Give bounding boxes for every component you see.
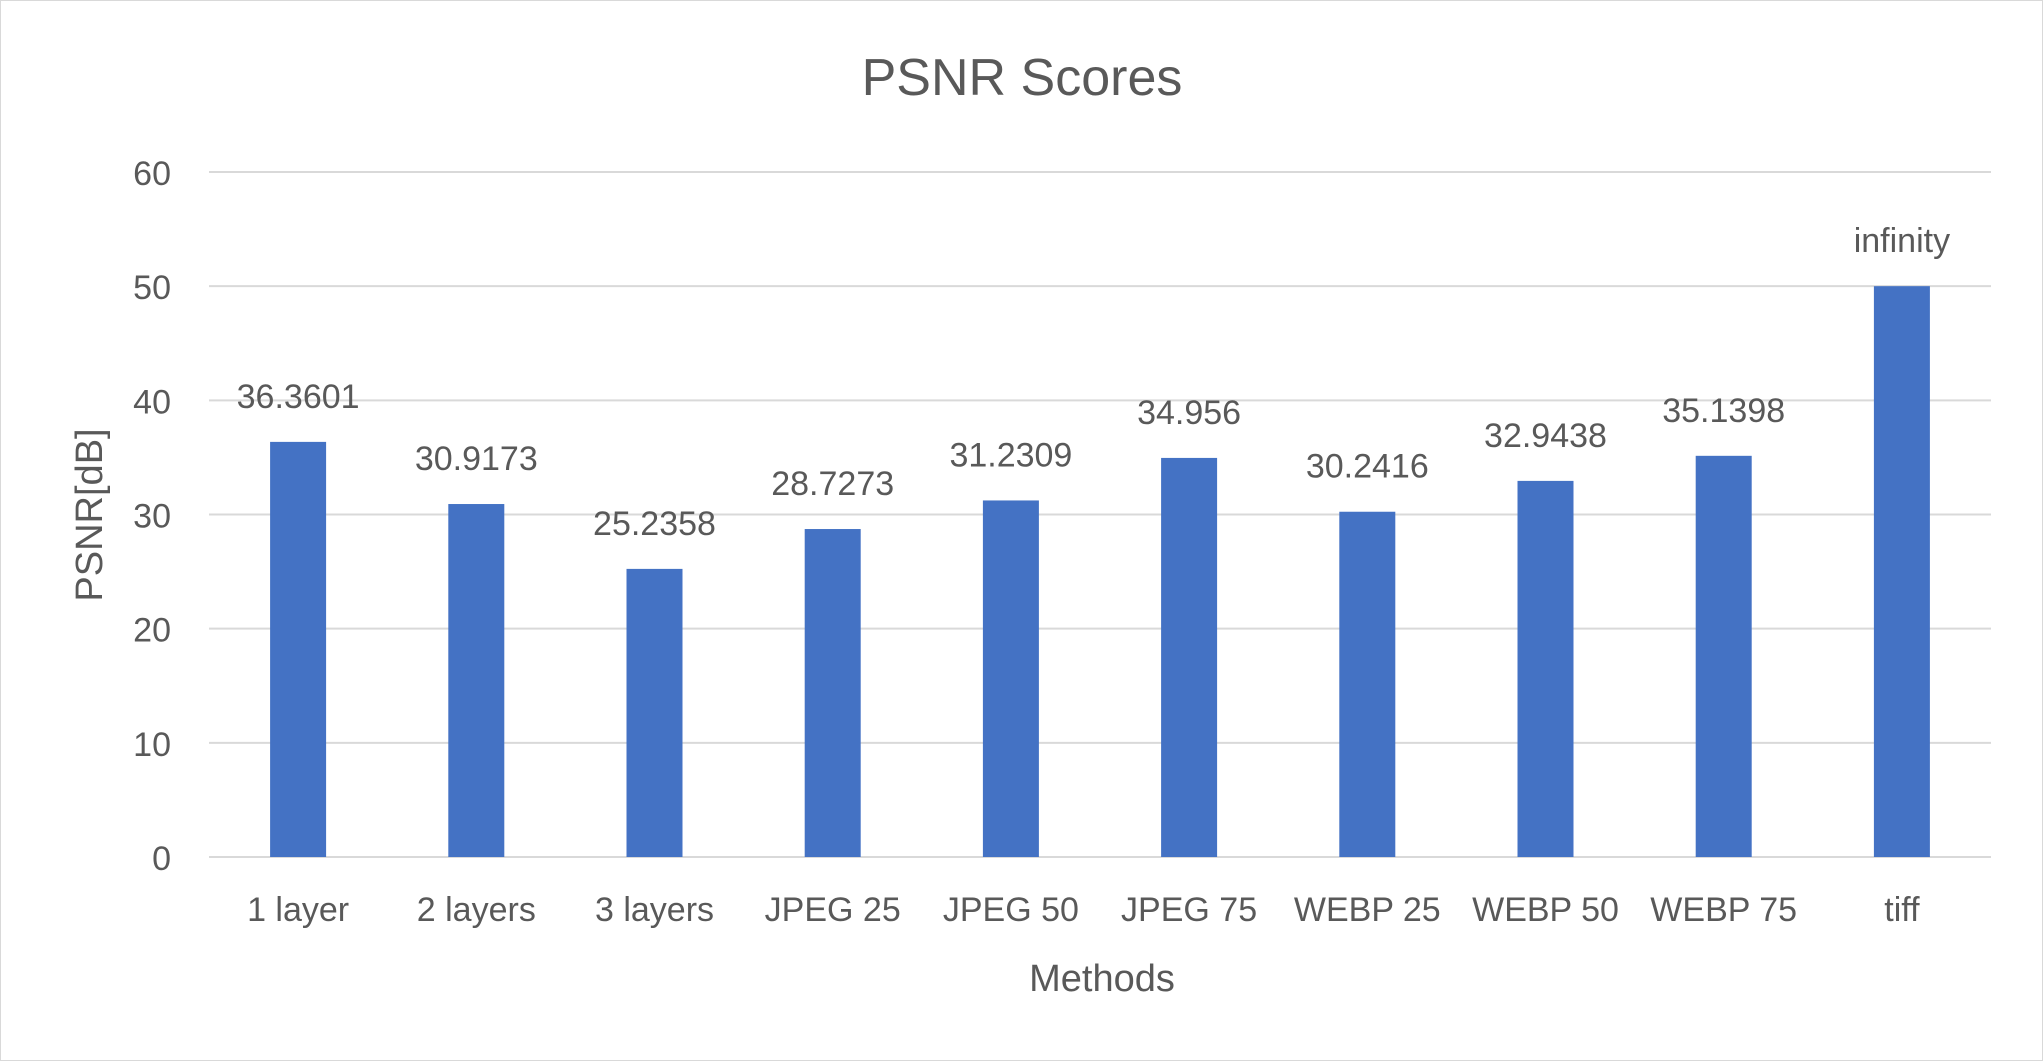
y-tick-label: 0 (152, 840, 171, 878)
data-label: 28.7273 (771, 465, 894, 503)
chart-title: PSNR Scores (862, 49, 1183, 107)
x-tick-label: WEBP 75 (1650, 891, 1797, 929)
bar (1339, 511, 1396, 857)
data-label: 30.9173 (415, 440, 538, 478)
y-tick-label: 50 (133, 269, 171, 307)
bar (982, 500, 1039, 857)
y-tick-label: 30 (133, 498, 171, 536)
data-label: 30.2416 (1306, 448, 1429, 486)
bar (448, 504, 505, 857)
bar (804, 529, 861, 857)
x-tick-label: WEBP 25 (1294, 891, 1441, 929)
bar (1517, 480, 1574, 857)
bar (1161, 457, 1218, 857)
data-label: 36.3601 (237, 378, 360, 416)
x-axis-label: Methods (1029, 958, 1175, 1000)
y-tick-label: 60 (133, 155, 171, 193)
bar (1695, 455, 1752, 857)
data-label: 34.956 (1137, 394, 1241, 432)
data-label: 25.2358 (593, 505, 716, 543)
x-tick-label: 1 layer (247, 891, 349, 929)
data-label: 35.1398 (1662, 392, 1785, 430)
bar (626, 568, 683, 857)
y-axis-label: PSNR[dB] (69, 428, 111, 601)
x-tick-label: 3 layers (595, 891, 714, 929)
y-tick-label: 40 (133, 383, 171, 421)
bar (270, 441, 327, 857)
data-label: 32.9438 (1484, 417, 1607, 455)
x-tick-label: JPEG 75 (1121, 891, 1257, 929)
x-tick-label: WEBP 50 (1472, 891, 1619, 929)
y-tick-label: 10 (133, 726, 171, 764)
x-tick-label: 2 layers (417, 891, 536, 929)
x-tick-label: JPEG 50 (943, 891, 1079, 929)
data-label: infinity (1854, 222, 1950, 260)
data-label: 31.2309 (949, 436, 1072, 474)
x-tick-label: tiff (1884, 891, 1920, 929)
x-tick-label: JPEG 25 (765, 891, 901, 929)
bar (1873, 286, 1930, 858)
y-tick-label: 20 (133, 612, 171, 650)
